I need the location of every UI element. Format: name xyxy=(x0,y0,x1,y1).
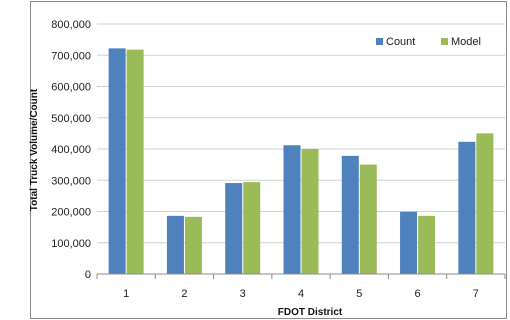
bar-count-2 xyxy=(166,215,184,274)
bar-model-3 xyxy=(243,182,261,274)
bar-model-2 xyxy=(184,216,202,274)
y-axis-title: Total Truck Volume/Count xyxy=(29,88,40,211)
y-tick-label: 0 xyxy=(85,269,91,281)
bar-model-1 xyxy=(126,49,144,274)
bar-model-4 xyxy=(301,149,319,274)
y-tick-label: 300,000 xyxy=(51,175,91,187)
legend-label-model: Model xyxy=(451,36,481,48)
x-tick-label: 4 xyxy=(298,288,304,300)
bar-model-7 xyxy=(476,133,494,274)
bar-count-4 xyxy=(283,145,301,274)
y-tick-label: 100,000 xyxy=(51,238,91,250)
bars xyxy=(108,48,494,274)
bar-count-7 xyxy=(458,141,476,274)
x-axis: 1 2 3 4 5 6 7 xyxy=(96,273,506,300)
bar-count-5 xyxy=(341,155,359,274)
bar-model-6 xyxy=(418,215,436,274)
y-tick-label: 700,000 xyxy=(51,50,91,62)
legend: Count Model xyxy=(376,36,481,48)
y-tick-label: 600,000 xyxy=(51,82,91,94)
y-tick-label: 800,000 xyxy=(51,19,91,31)
x-tick-label: 7 xyxy=(473,288,479,300)
x-tick-label: 2 xyxy=(181,288,187,300)
y-tick-label: 500,000 xyxy=(51,113,91,125)
bar-count-1 xyxy=(108,48,126,274)
bar-count-6 xyxy=(400,211,418,274)
y-tick-label: 400,000 xyxy=(51,144,91,156)
x-tick-label: 5 xyxy=(356,288,362,300)
legend-label-count: Count xyxy=(386,36,415,48)
legend-swatch-count xyxy=(376,38,383,45)
gridlines xyxy=(97,23,505,244)
bar-count-3 xyxy=(225,183,243,274)
legend-swatch-model xyxy=(441,38,448,45)
x-axis-title: FDOT District xyxy=(278,307,343,318)
x-tick-label: 3 xyxy=(240,288,246,300)
y-axis-ticks: 0 100,000 200,000 300,000 400,000 500,000 600,… xyxy=(51,19,91,281)
bar-model-5 xyxy=(359,164,377,274)
x-tick-label: 6 xyxy=(415,288,421,300)
x-tick-label: 1 xyxy=(123,288,129,300)
y-tick-label: 200,000 xyxy=(51,207,91,219)
